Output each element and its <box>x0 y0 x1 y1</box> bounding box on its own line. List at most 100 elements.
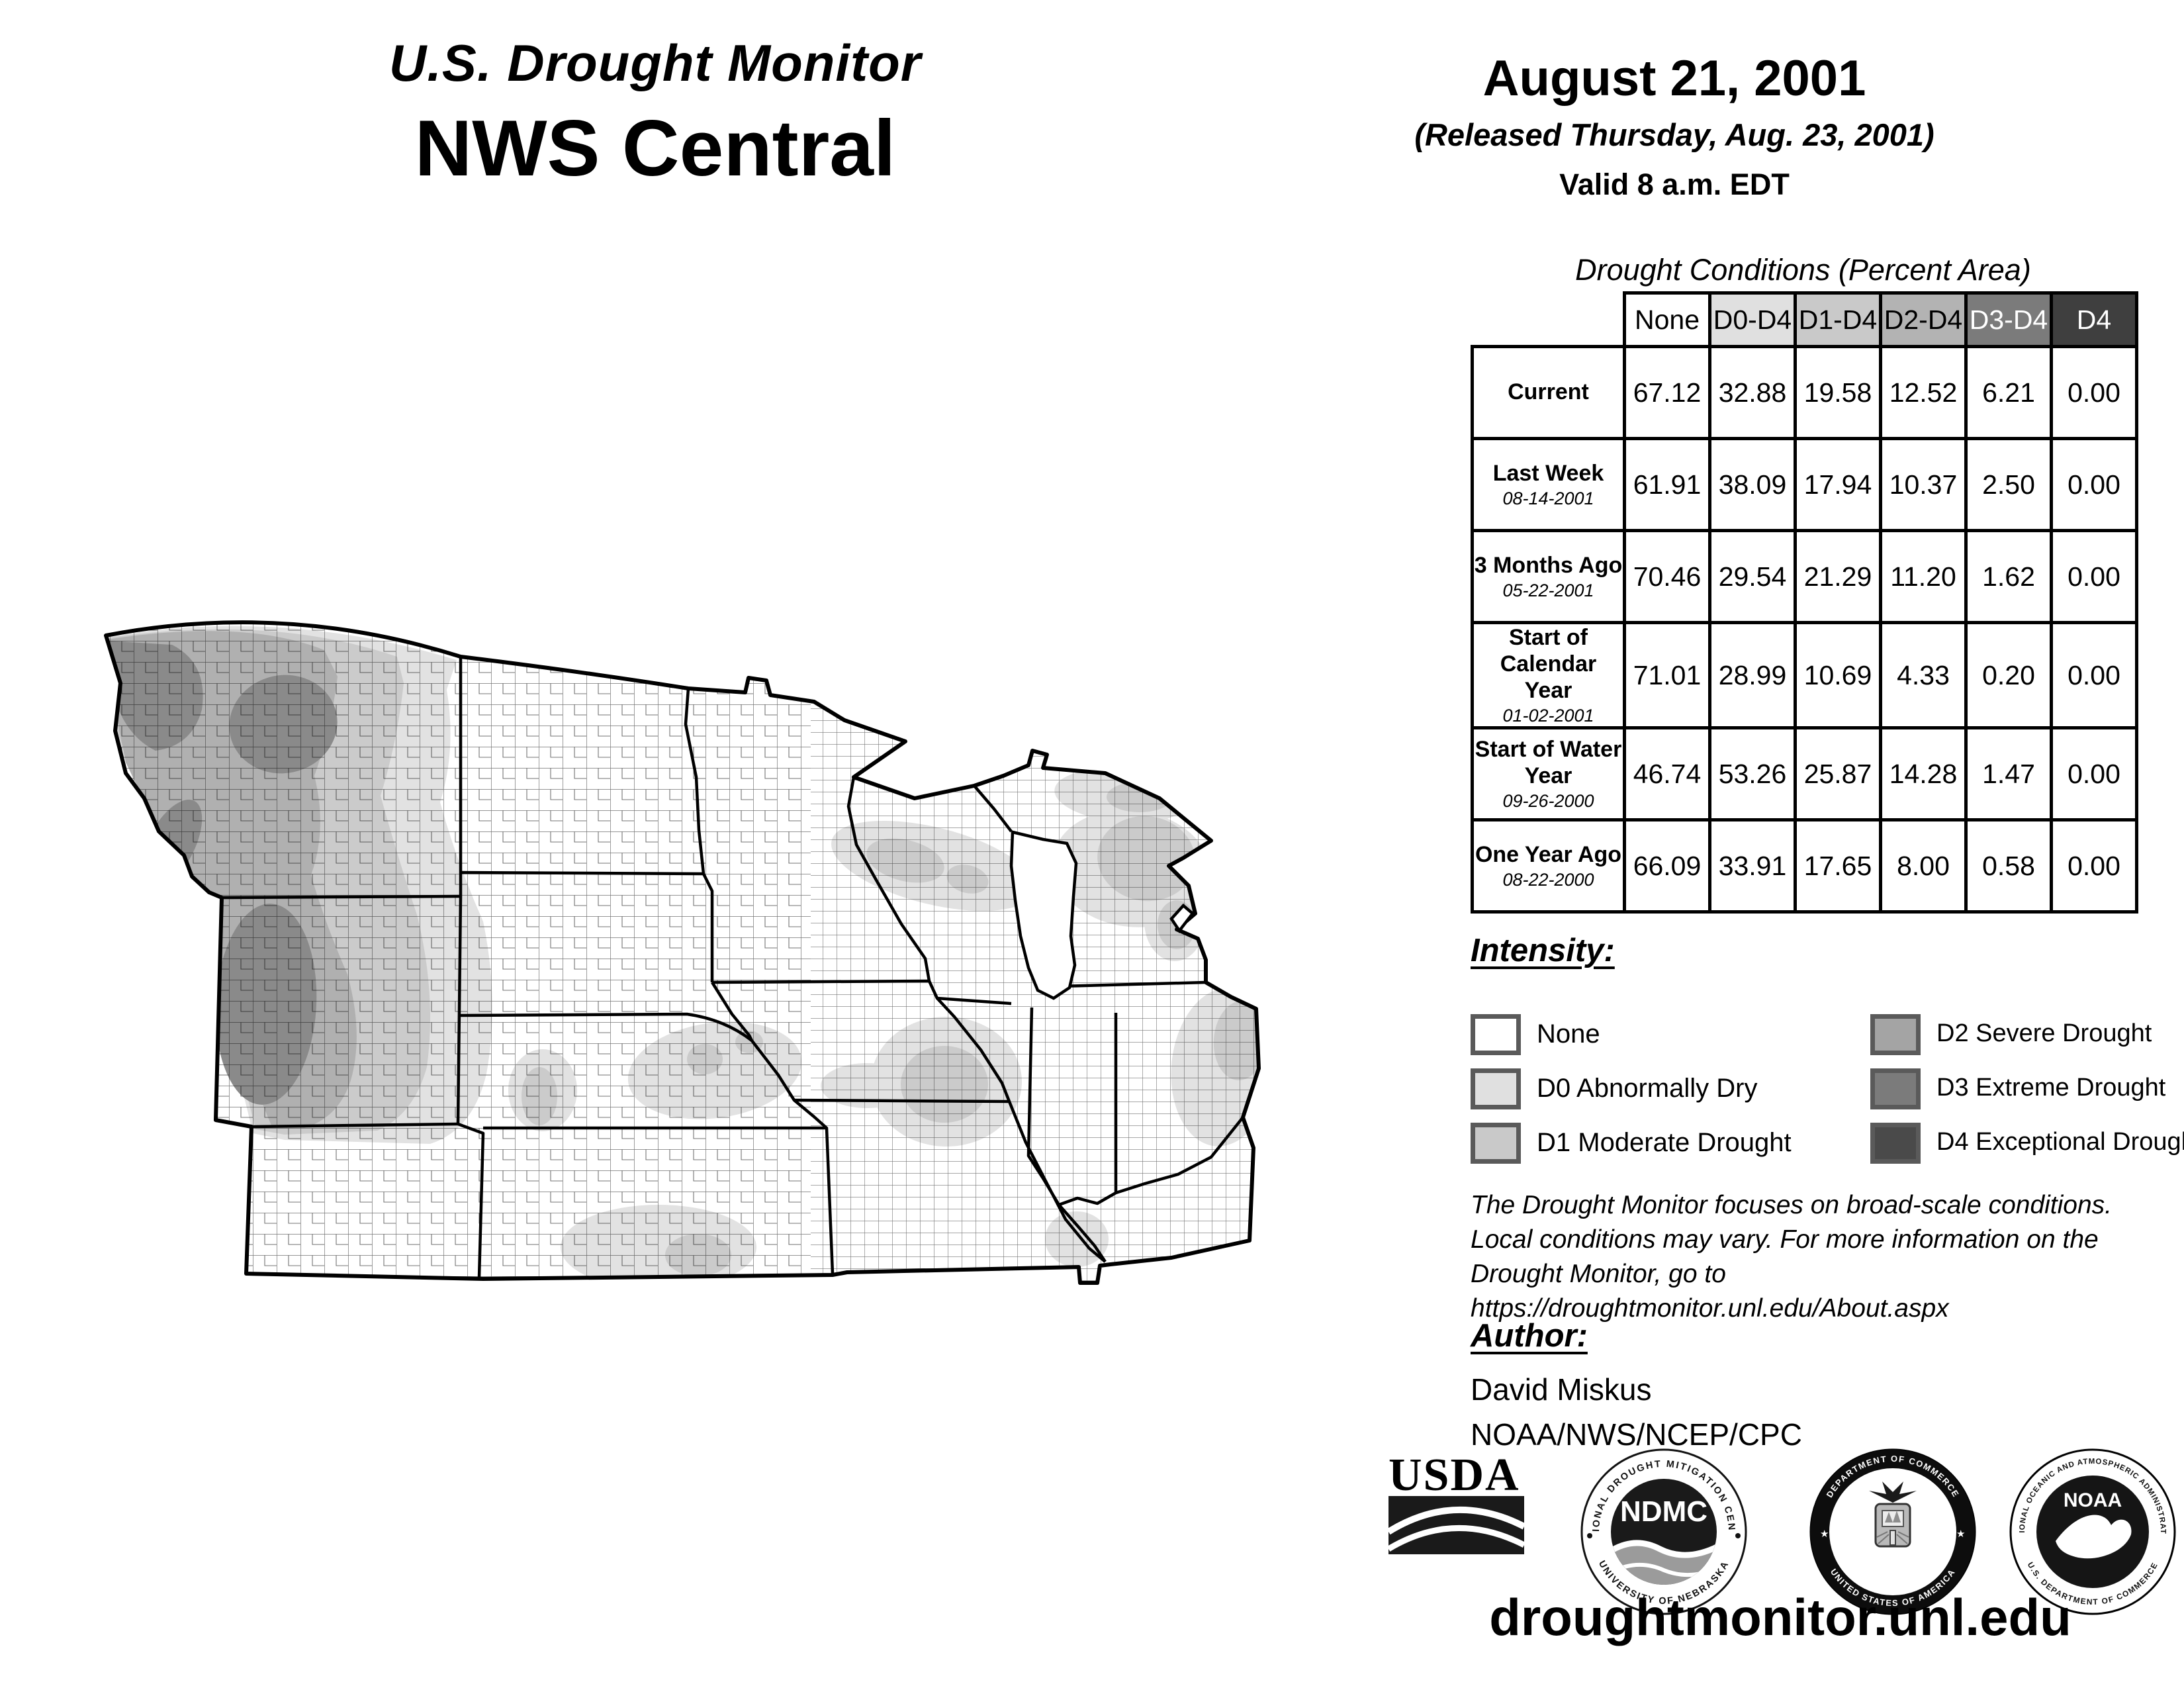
legend-item-d2: D2 Severe Drought <box>1870 1014 2181 1056</box>
release-date: (Released Thursday, Aug. 23, 2001) <box>1414 117 1934 152</box>
product-title: U.S. Drought Monitor <box>388 34 922 92</box>
legend-swatch-d2 <box>1870 1014 1921 1055</box>
value-cell: 70.46 <box>1623 529 1711 624</box>
value-cell: 28.99 <box>1708 621 1797 729</box>
map-date: August 21, 2001 <box>1482 50 1866 107</box>
title-block: U.S. Drought Monitor NWS Central <box>86 33 1224 194</box>
value-cell: 21.29 <box>1794 529 1882 624</box>
ndmc-logo: NDMC NATIONAL DROUGHT MITIGATION CENTER … <box>1580 1448 1747 1615</box>
value-cell: 0.00 <box>2050 621 2138 729</box>
value-cell: 1.47 <box>1964 726 2053 821</box>
value-cell: 0.00 <box>2050 529 2138 624</box>
value-cell: 19.58 <box>1794 345 1882 440</box>
value-cell: 8.00 <box>1879 818 1968 914</box>
value-cell: 11.20 <box>1879 529 1968 624</box>
value-cell: 1.62 <box>1964 529 2053 624</box>
value-cell: 0.00 <box>2050 726 2138 821</box>
commerce-star-icon: ★ <box>1820 1528 1829 1540</box>
column-header-d3d4: D3-D4 <box>1964 291 2053 348</box>
table-row: Last Week 08-14-2001 61.91 38.09 17.94 1… <box>1471 437 2138 532</box>
row-label: One Year Ago 08-22-2000 <box>1471 818 1626 914</box>
row-label: Start of Water Year 09-26-2000 <box>1471 726 1626 821</box>
value-cell: 66.09 <box>1623 818 1711 914</box>
commerce-star-icon: ★ <box>1956 1528 1965 1540</box>
state-borders <box>221 657 1244 1278</box>
value-cell: 0.00 <box>2050 437 2138 532</box>
value-cell: 17.65 <box>1794 818 1882 914</box>
commerce-logo: DEPARTMENT OF COMMERCE UNITED STATES OF … <box>1809 1448 1976 1615</box>
value-cell: 4.33 <box>1879 621 1968 729</box>
value-cell: 0.58 <box>1964 818 2053 914</box>
saginaw-bay <box>1169 903 1195 933</box>
value-cell: 61.91 <box>1623 437 1711 532</box>
table-row: 3 Months Ago 05-22-2001 70.46 29.54 21.2… <box>1471 529 2138 624</box>
noaa-gull-icon <box>2056 1515 2132 1559</box>
value-cell: 0.00 <box>2050 818 2138 914</box>
row-label: Current <box>1471 345 1626 440</box>
noaa-center-text: NOAA <box>2064 1489 2122 1511</box>
value-cell: 17.94 <box>1794 437 1882 532</box>
table-row: One Year Ago 08-22-2000 66.09 33.91 17.6… <box>1471 818 2138 914</box>
legend-item-d4: D4 Exceptional Drought <box>1870 1123 2184 1165</box>
date-block: August 21, 2001 (Released Thursday, Aug.… <box>1390 50 1959 202</box>
value-cell: 53.26 <box>1708 726 1797 821</box>
table-row: Current 67.12 32.88 19.58 12.52 6.21 0.0… <box>1471 345 2138 440</box>
legend-swatch-d1 <box>1471 1123 1521 1164</box>
legend-swatch-d4 <box>1870 1123 1921 1164</box>
value-cell: 38.09 <box>1708 437 1797 532</box>
value-cell: 12.52 <box>1879 345 1968 440</box>
drought-map <box>104 620 1261 1285</box>
value-cell: 46.74 <box>1623 726 1711 821</box>
legend-item-d1: D1 Moderate Drought <box>1471 1123 1841 1165</box>
value-cell: 32.88 <box>1708 345 1797 440</box>
table-row: Start of Calendar Year 01-02-2001 71.01 … <box>1471 621 2138 729</box>
table-title: Drought Conditions (Percent Area) <box>1575 253 2031 287</box>
footer-url: droughtmonitor.unl.edu <box>1489 1588 2071 1646</box>
column-header-d0d4: D0-D4 <box>1708 291 1797 348</box>
valid-time: Valid 8 a.m. EDT <box>1559 167 1790 201</box>
disclaimer: The Drought Monitor focuses on broad-sca… <box>1471 1188 2184 1326</box>
noaa-logo: NOAA NATIONAL OCEANIC AND ATMOSPHERIC AD… <box>2009 1448 2176 1615</box>
table-row: Start of Water Year 09-26-2000 46.74 53.… <box>1471 726 2138 821</box>
value-cell: 2.50 <box>1964 437 2053 532</box>
commerce-eagle-shield-icon <box>1869 1481 1917 1548</box>
ndmc-center-text: NDMC <box>1620 1495 1707 1528</box>
author-heading: Author: <box>1471 1318 1588 1354</box>
row-label: Start of Calendar Year 01-02-2001 <box>1471 621 1626 729</box>
value-cell: 25.87 <box>1794 726 1882 821</box>
value-cell: 33.91 <box>1708 818 1797 914</box>
value-cell: 0.20 <box>1964 621 2053 729</box>
row-label: 3 Months Ago 05-22-2001 <box>1471 529 1626 624</box>
region-outline <box>104 620 1261 1285</box>
disclaimer-line: The Drought Monitor focuses on broad-sca… <box>1471 1191 2113 1219</box>
value-cell: 29.54 <box>1708 529 1797 624</box>
value-cell: 6.21 <box>1964 345 2053 440</box>
region-title: NWS Central <box>414 104 896 193</box>
column-header-d2d4: D2-D4 <box>1879 291 1968 348</box>
legend-item-none: None <box>1471 1014 1841 1056</box>
legend-swatch-none <box>1471 1014 1521 1055</box>
drought-conditions-table: None D0-D4 D1-D4 D2-D4 D3-D4 D4 Current … <box>1471 291 2138 914</box>
table-header-row: None D0-D4 D1-D4 D2-D4 D3-D4 D4 <box>1472 291 2138 348</box>
column-header-d4: D4 <box>2050 291 2138 348</box>
column-header-none: None <box>1623 291 1711 348</box>
value-cell: 71.01 <box>1623 621 1711 729</box>
legend-item-d3: D3 Extreme Drought <box>1870 1068 2181 1111</box>
usda-logo: USDA <box>1387 1450 1526 1554</box>
author-name: David Miskus <box>1471 1372 1652 1407</box>
table-corner-cell <box>1472 293 1625 347</box>
value-cell: 10.37 <box>1879 437 1968 532</box>
legend-swatch-d3 <box>1870 1068 1921 1109</box>
intensity-heading: Intensity: <box>1471 933 1615 968</box>
lake-michigan <box>1009 830 1078 1000</box>
disclaimer-line: Local conditions may vary. For more info… <box>1471 1225 2099 1254</box>
value-cell: 10.69 <box>1794 621 1882 729</box>
county-grid-west <box>106 622 811 1283</box>
usda-field-swoosh-icon <box>1387 1496 1526 1554</box>
value-cell: 0.00 <box>2050 345 2138 440</box>
disclaimer-line: Drought Monitor, go to https://droughtmo… <box>1471 1260 1949 1323</box>
author-organization: NOAA/NWS/NCEP/CPC <box>1471 1417 1802 1452</box>
legend-item-d0: D0 Abnormally Dry <box>1471 1068 1841 1111</box>
usda-logo-text: USDA <box>1388 1450 1520 1501</box>
